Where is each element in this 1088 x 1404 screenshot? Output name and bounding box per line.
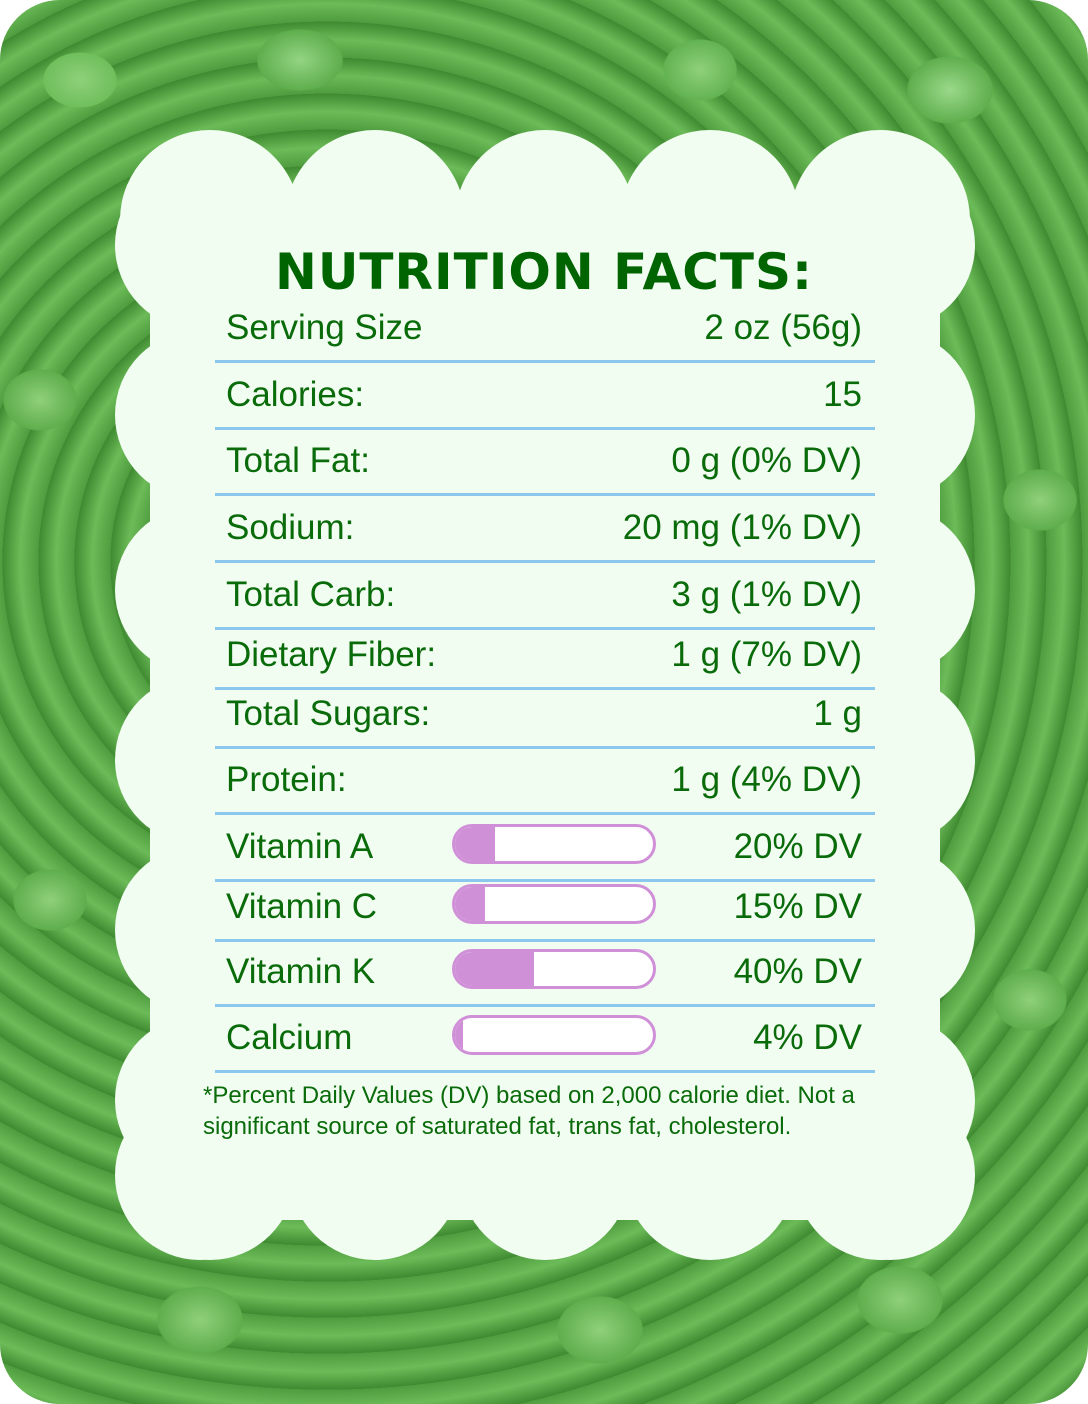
nutrient-label: Sodium:	[226, 508, 355, 547]
page-title: NUTRITION FACTS:	[274, 243, 814, 301]
footnote: *Percent Daily Values (DV) based on 2,00…	[203, 1082, 855, 1140]
dv-progress-bar	[452, 949, 656, 989]
nutrient-row: Dietary Fiber: 1 g (7% DV)	[215, 627, 875, 690]
nutrient-row: Total Carb: 3 g (1% DV)	[215, 567, 875, 630]
dv-progress-bar	[452, 884, 656, 924]
nutrient-value: 0 g (0% DV)	[671, 441, 862, 480]
nutrient-value: 15	[823, 375, 862, 414]
nutrient-label: Serving Size	[226, 308, 423, 347]
nutrient-row: Total Sugars: 1 g	[215, 686, 875, 749]
nutrient-value: 20 mg (1% DV)	[622, 508, 862, 547]
nutrient-value: 1 g (7% DV)	[671, 635, 862, 674]
dv-progress-fill	[455, 952, 535, 986]
vitamin-value: 20% DV	[733, 827, 862, 866]
dv-progress-fill	[455, 827, 495, 861]
nutrient-label: Total Fat:	[226, 441, 370, 480]
vitamin-row: Vitamin K 40% DV	[215, 942, 875, 1007]
vitamin-label: Vitamin K	[226, 952, 376, 991]
dv-progress-fill	[455, 1018, 463, 1052]
dv-progress-bar	[452, 1015, 656, 1055]
nutrient-label: Protein:	[226, 760, 347, 799]
dv-progress-fill	[455, 887, 485, 921]
nutrient-row: Sodium: 20 mg (1% DV)	[215, 500, 875, 563]
vitamin-value: 40% DV	[733, 952, 862, 991]
nutrient-label: Total Sugars:	[226, 694, 431, 733]
nutrient-row: Total Fat: 0 g (0% DV)	[215, 433, 875, 496]
nutrient-row: Serving Size 2 oz (56g)	[215, 300, 875, 363]
vitamin-label: Vitamin C	[226, 887, 378, 926]
nutrient-value: 2 oz (56g)	[704, 308, 862, 347]
nutrient-label: Calories:	[226, 375, 365, 414]
nutrient-value: 1 g	[813, 694, 862, 733]
vitamin-value: 4% DV	[753, 1018, 862, 1057]
nutrient-label: Dietary Fiber:	[226, 635, 437, 674]
vitamin-row: Calcium 4% DV	[215, 1008, 875, 1073]
nutrient-value: 1 g (4% DV)	[671, 760, 862, 799]
nutrient-value: 3 g (1% DV)	[671, 575, 862, 614]
nutrient-label: Total Carb:	[226, 575, 396, 614]
dv-progress-bar	[452, 824, 656, 864]
vitamin-row: Vitamin C 15% DV	[215, 877, 875, 942]
vitamin-label: Vitamin A	[226, 827, 374, 866]
nutrient-row: Calories: 15	[215, 367, 875, 430]
vitamin-row: Vitamin A 20% DV	[215, 817, 875, 882]
vitamin-value: 15% DV	[733, 887, 862, 926]
vitamin-label: Calcium	[226, 1018, 353, 1057]
nutrient-row: Protein: 1 g (4% DV)	[215, 752, 875, 815]
